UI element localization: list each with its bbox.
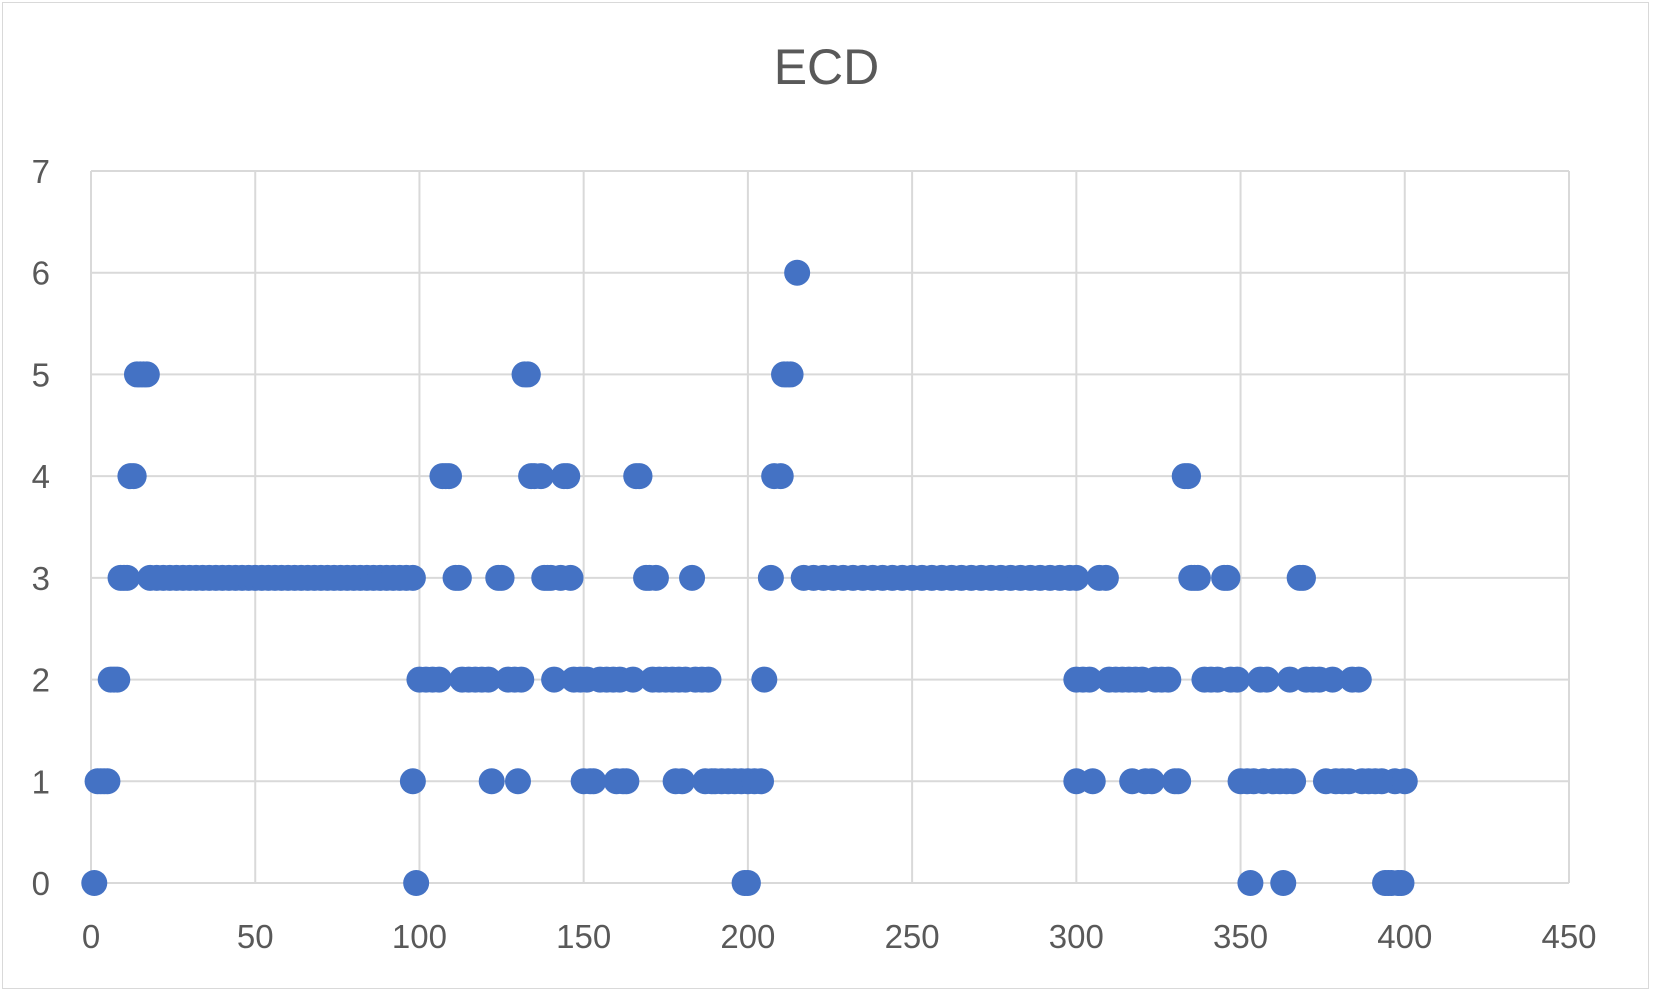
x-tick-label: 450 xyxy=(1541,918,1596,955)
data-point xyxy=(1138,768,1165,795)
data-point xyxy=(399,768,426,795)
data-point xyxy=(1175,463,1202,490)
data-point xyxy=(1184,564,1211,591)
data-point xyxy=(1224,666,1251,693)
y-tick-label: 0 xyxy=(32,865,50,902)
data-point xyxy=(1289,564,1316,591)
data-point xyxy=(1092,564,1119,591)
y-tick-label: 3 xyxy=(32,560,50,597)
data-point xyxy=(475,666,502,693)
data-point xyxy=(514,361,541,388)
data-point xyxy=(1214,564,1241,591)
data-point xyxy=(81,870,108,896)
data-point xyxy=(399,564,426,591)
data-point xyxy=(679,564,706,591)
y-tick-label: 6 xyxy=(32,255,50,292)
data-point xyxy=(748,768,775,795)
data-point xyxy=(488,564,515,591)
data-point xyxy=(784,259,811,286)
x-tick-label: 200 xyxy=(720,918,775,955)
data-point xyxy=(445,564,472,591)
x-tick-label: 150 xyxy=(556,918,611,955)
data-point xyxy=(504,768,531,795)
tick-labels: 0 1 2 3 4 5 6 7 0 50 100 150 200 250 300 350 400 450 xyxy=(32,153,1597,955)
x-tick-label: 400 xyxy=(1377,918,1432,955)
data-point xyxy=(1391,768,1418,795)
data-point xyxy=(1076,666,1103,693)
data-point xyxy=(120,463,147,490)
data-point xyxy=(403,870,430,896)
data-point xyxy=(734,870,761,896)
y-tick-label: 1 xyxy=(32,763,50,800)
data-point xyxy=(613,768,640,795)
data-point xyxy=(669,768,696,795)
y-tick-label: 4 xyxy=(32,458,50,495)
chart-title: ECD xyxy=(773,39,880,95)
data-point xyxy=(767,463,794,490)
y-tick-label: 2 xyxy=(32,662,50,699)
data-point xyxy=(133,361,160,388)
data-point xyxy=(104,666,131,693)
data-point xyxy=(478,768,505,795)
data-point xyxy=(1270,870,1297,896)
data-point xyxy=(1388,870,1415,896)
x-tick-label: 350 xyxy=(1213,918,1268,955)
data-point xyxy=(508,666,535,693)
data-point xyxy=(1237,870,1264,896)
data-point xyxy=(114,564,141,591)
x-tick-label: 250 xyxy=(885,918,940,955)
data-points xyxy=(81,259,1418,896)
y-tick-label: 7 xyxy=(32,153,50,190)
data-point xyxy=(1253,666,1280,693)
data-point xyxy=(777,361,804,388)
data-point xyxy=(94,768,121,795)
data-point xyxy=(757,564,784,591)
data-point xyxy=(541,666,568,693)
data-point xyxy=(527,463,554,490)
data-point xyxy=(1079,768,1106,795)
data-point xyxy=(1345,666,1372,693)
data-point xyxy=(436,463,463,490)
data-point xyxy=(580,768,607,795)
x-tick-label: 50 xyxy=(237,918,274,955)
data-point xyxy=(626,463,653,490)
data-point xyxy=(751,666,778,693)
data-point xyxy=(1063,564,1090,591)
data-point xyxy=(426,666,453,693)
data-point xyxy=(1165,768,1192,795)
data-point xyxy=(642,564,669,591)
data-point xyxy=(1280,768,1307,795)
data-point xyxy=(1319,666,1346,693)
x-tick-label: 0 xyxy=(82,918,100,955)
data-point xyxy=(695,666,722,693)
data-point xyxy=(619,666,646,693)
data-point xyxy=(557,564,584,591)
x-tick-label: 300 xyxy=(1049,918,1104,955)
x-tick-label: 100 xyxy=(392,918,447,955)
data-point xyxy=(1155,666,1182,693)
y-tick-label: 5 xyxy=(32,356,50,393)
data-point xyxy=(554,463,581,490)
